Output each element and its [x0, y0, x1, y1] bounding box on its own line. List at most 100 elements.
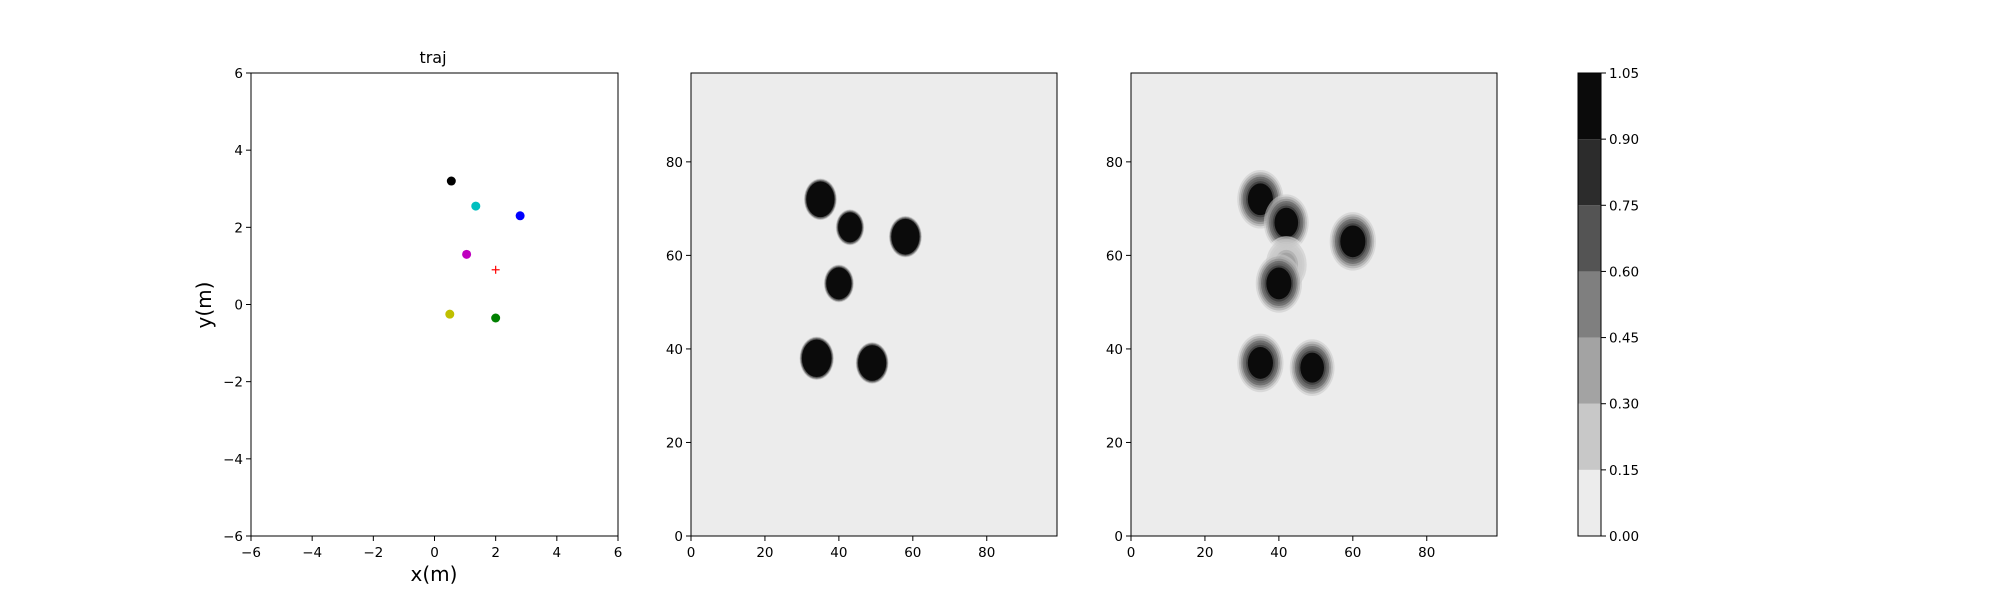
map-1-y-tick-label: 80 [666, 155, 683, 171]
map-2-y-tick-label: 60 [1106, 248, 1123, 264]
colorbar: 0.00 0.15 0.30 0.45 0.60 0.75 0.90 1.05 [1577, 66, 1639, 545]
map-2-blob-layer [1274, 207, 1299, 238]
map-2-blobs [1237, 169, 1376, 396]
map-2-blob-layer [1247, 183, 1273, 216]
map-2-y-ticks: 0 20 40 60 80 [1106, 155, 1131, 545]
map-1-blob-layer [858, 345, 887, 381]
traj-y-tick-label: 4 [234, 143, 243, 159]
map-2-blob-layer [1247, 347, 1273, 379]
map-1-blob [855, 342, 889, 384]
traj-y-tick-label: −4 [223, 452, 243, 468]
map-1-y-ticks: 0 20 40 60 80 [666, 155, 691, 545]
colorbar-bands [1578, 73, 1601, 536]
traj-title: traj [419, 48, 446, 67]
map-2-y-tick-label: 80 [1106, 155, 1123, 171]
map-2-x-ticks: 0 20 40 60 80 [1127, 536, 1435, 561]
map-2-y-tick-label: 0 [1114, 529, 1123, 545]
colorbar-band [1578, 469, 1601, 536]
traj-y-tick-label: 2 [234, 220, 243, 236]
map-1-x-tick-label: 0 [687, 545, 696, 561]
map-1-blobs [799, 178, 922, 384]
map-1-y-tick-label: 60 [666, 248, 683, 264]
colorbar-tick-label: 0.75 [1609, 198, 1639, 214]
map-1-blob [823, 264, 854, 303]
map-2-x-tick-label: 20 [1196, 545, 1213, 561]
colorbar-tick-label: 0.15 [1609, 463, 1639, 479]
traj-x-tick-label: 0 [430, 545, 439, 561]
map-2-blob [1255, 254, 1303, 313]
map-1-blob [799, 336, 834, 381]
colorbar-tick-label: 0.30 [1609, 397, 1639, 413]
map-2-blob [1263, 194, 1309, 251]
map-1-blob [835, 209, 865, 246]
map-2-frame [1130, 72, 1498, 537]
map-1-x-tick-label: 20 [756, 545, 773, 561]
traj-x-label: x(m) [411, 562, 458, 586]
map-1-y-tick-label: 40 [666, 342, 683, 358]
map-2-x-tick-label: 80 [1418, 545, 1435, 561]
traj-y-label: y(m) [192, 282, 216, 329]
map-1-y-tick-label: 20 [666, 435, 683, 451]
goal-marker [491, 265, 500, 274]
map-1-blob-layer [838, 212, 862, 243]
map-1-x-tick-label: 80 [978, 545, 995, 561]
map-2-blob-layer [1340, 225, 1366, 258]
traj-panel: traj −6 −4 −2 0 2 4 6 −6 −4 −2 0 2 4 6 x(m) y(m) [192, 48, 622, 586]
colorbar-band [1578, 139, 1601, 206]
traj-y-tick-label: −2 [223, 375, 243, 391]
traj-x-ticks: −6 −4 −2 0 2 4 6 [241, 536, 622, 561]
colorbar-tick-label: 0.00 [1609, 529, 1639, 545]
traj-x-tick-label: −4 [302, 545, 322, 561]
agent-point [471, 201, 481, 211]
map-2-blob [1289, 339, 1335, 396]
colorbar-tick-label: 0.60 [1609, 264, 1639, 280]
colorbar-tick-label: 0.90 [1609, 132, 1639, 148]
map-1-blob [888, 215, 922, 258]
map-1-blob-layer [826, 267, 852, 300]
map-2-x-tick-label: 40 [1270, 545, 1287, 561]
traj-x-tick-label: 6 [614, 545, 623, 561]
map-1-x-tick-label: 60 [904, 545, 921, 561]
traj-plot-area [251, 73, 618, 536]
traj-y-ticks: −6 −4 −2 0 2 4 6 [223, 66, 251, 545]
map-1-frame [690, 72, 1058, 537]
map-panel-1: 0 20 40 60 80 0 20 40 60 80 [666, 72, 1058, 561]
map-1-x-ticks: 0 20 40 60 80 [687, 536, 995, 561]
traj-x-tick-label: 2 [491, 545, 500, 561]
map-2-blob [1237, 333, 1284, 393]
map-2-background [1131, 73, 1497, 536]
map-1-x-tick-label: 40 [830, 545, 847, 561]
agent-point [491, 313, 501, 323]
map-1-y-tick-label: 0 [674, 529, 683, 545]
colorbar-band [1578, 403, 1601, 470]
map-2-y-tick-label: 20 [1106, 435, 1123, 451]
map-1-blob-layer [801, 339, 832, 377]
map-2-x-tick-label: 60 [1344, 545, 1361, 561]
agent-point [445, 309, 455, 319]
map-1-blob [803, 178, 837, 221]
map-2-blob-layer [1300, 352, 1324, 383]
traj-x-tick-label: −2 [363, 545, 383, 561]
map-1-background [691, 73, 1057, 536]
colorbar-band [1578, 205, 1601, 272]
map-2-y-tick-label: 40 [1106, 342, 1123, 358]
traj-y-tick-label: 6 [234, 66, 243, 82]
agent-point [446, 176, 456, 186]
map-2-blob [1329, 212, 1376, 271]
colorbar-band [1578, 271, 1601, 338]
map-1-blob-layer [806, 181, 835, 218]
colorbar-ticks: 0.00 0.15 0.30 0.45 0.60 0.75 0.90 1.05 [1601, 66, 1639, 545]
traj-y-tick-label: 0 [234, 298, 243, 314]
colorbar-band [1578, 73, 1601, 140]
colorbar-tick-label: 0.45 [1609, 331, 1639, 347]
agent-point [515, 211, 525, 221]
colorbar-frame [1577, 72, 1602, 537]
traj-x-tick-label: 4 [553, 545, 562, 561]
agent-point [462, 249, 472, 259]
map-2-x-tick-label: 0 [1127, 545, 1136, 561]
traj-points [445, 176, 525, 323]
colorbar-tick-label: 1.05 [1609, 66, 1639, 82]
traj-frame [250, 72, 619, 537]
map-panel-2: 0 20 40 60 80 0 20 40 60 80 [1106, 72, 1498, 561]
